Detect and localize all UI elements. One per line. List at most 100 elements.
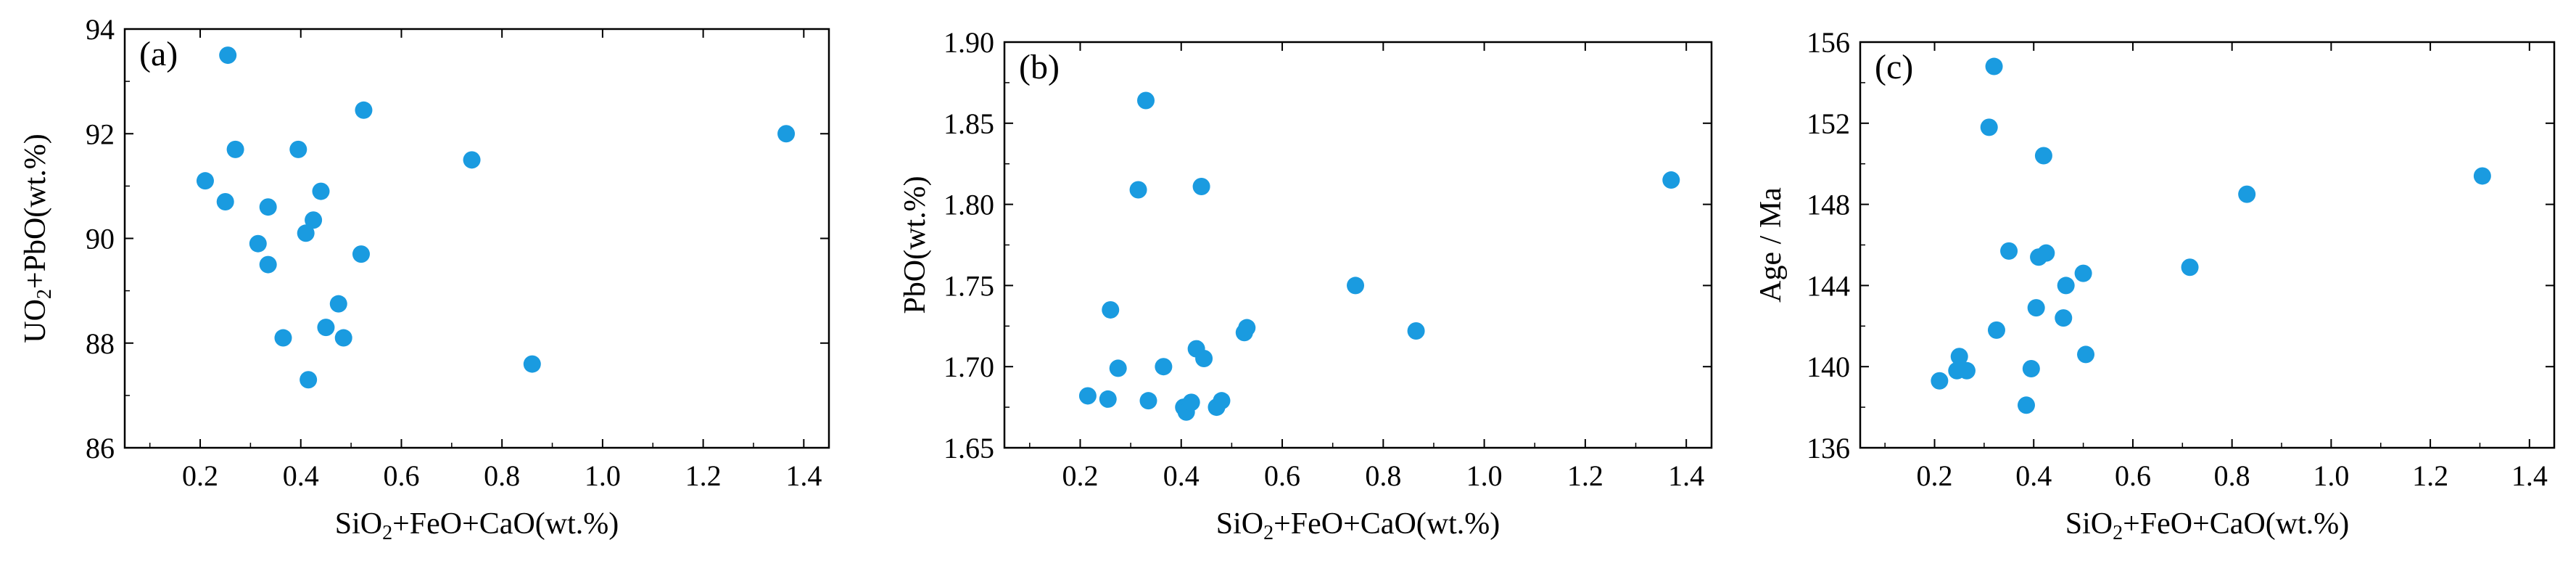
x-tick-label: 0.2 (182, 459, 218, 492)
y-tick-label: 86 (86, 432, 115, 464)
x-axis-label: SiO2+FeO+CaO(wt.%) (2065, 507, 2350, 544)
chart-panel-1: 0.2 0.4 0.6 0.8 1.0 1.2 1.4 86 88 90 92 94 (a) SiO2+F… (19, 13, 830, 544)
data-point (1950, 348, 1968, 366)
x-tick-label: 1.4 (2511, 459, 2548, 492)
y-tick-label: 90 (86, 223, 115, 255)
x-tick-label: 1.0 (2313, 459, 2349, 492)
data-point (196, 172, 214, 190)
data-point (1980, 118, 1998, 136)
data-point (297, 224, 315, 242)
chart-panel-2: 0.2 0.4 0.6 0.8 1.0 1.2 1.4 1.65 1.70 1.75 1.80 1.8… (899, 26, 1713, 544)
x-tick-label: 0.2 (1917, 459, 1953, 492)
data-point (259, 255, 277, 274)
data-point (355, 101, 373, 119)
x-tick-label: 1.0 (585, 459, 621, 492)
data-point (1099, 390, 1117, 408)
x-tick-label: 0.6 (383, 459, 419, 492)
data-point (2074, 264, 2092, 282)
y-tick-label: 152 (1807, 107, 1850, 140)
data-point (1987, 321, 2005, 339)
data-point (1213, 392, 1231, 410)
x-tick-label: 1.4 (785, 459, 822, 492)
y-tick-label: 1.70 (944, 351, 994, 383)
data-point (317, 319, 335, 337)
data-point (1407, 322, 1425, 340)
x-tick-label: 0.8 (2214, 459, 2250, 492)
x-axis-label: SiO2+FeO+CaO(wt.%) (335, 507, 619, 544)
data-point (2077, 345, 2095, 364)
data-point (219, 46, 237, 65)
data-point (777, 125, 796, 143)
data-point (2000, 242, 2018, 260)
chart-panel-3: 0.2 0.4 0.6 0.8 1.0 1.2 1.4 136 140 144 148 152 156 (… (1754, 26, 2556, 544)
y-tick-label: 136 (1807, 432, 1850, 464)
plot-frame (123, 28, 830, 449)
y-tick-label: 140 (1807, 351, 1850, 383)
y-tick-label: 88 (86, 327, 115, 360)
data-point (226, 140, 244, 158)
data-point (300, 371, 318, 389)
x-tick-label: 0.8 (1365, 459, 1401, 492)
panel-label: (a) (139, 35, 178, 73)
x-tick-label: 0.2 (1062, 459, 1098, 492)
data-point (2057, 277, 2075, 295)
data-point (2181, 258, 2199, 277)
data-point (1129, 181, 1147, 199)
data-point (1192, 178, 1210, 196)
y-axis-label: Age / Ma (1754, 187, 1788, 303)
data-point (2238, 185, 2256, 203)
plot-frame (1003, 41, 1713, 449)
data-point (1662, 171, 1680, 189)
x-tick-label: 0.6 (1264, 459, 1300, 492)
data-point (1957, 361, 1976, 380)
y-tick-label: 148 (1807, 189, 1850, 221)
y-axis-label: PbO(wt.%) (899, 176, 932, 314)
data-point (1139, 392, 1157, 410)
data-point (216, 193, 234, 211)
data-point (312, 182, 330, 200)
y-tick-label: 1.65 (944, 432, 994, 464)
data-point (259, 198, 277, 216)
data-point (1182, 393, 1200, 411)
y-tick-label: 94 (86, 13, 115, 46)
x-tick-label: 0.8 (484, 459, 520, 492)
data-point (1102, 300, 1120, 319)
y-tick-label: 144 (1807, 269, 1850, 302)
data-point (334, 329, 352, 347)
data-point (249, 234, 267, 253)
y-axis-label: UO2+PbO(wt.%) (19, 134, 56, 343)
y-tick-label: 1.85 (944, 107, 994, 140)
data-point (523, 355, 541, 373)
data-point (289, 140, 307, 158)
x-tick-label: 1.2 (1567, 459, 1603, 492)
y-tick-label: 92 (86, 118, 115, 150)
data-point (329, 295, 347, 313)
data-point (2027, 299, 2045, 317)
y-tick-label: 1.80 (944, 189, 994, 221)
x-axis-label: SiO2+FeO+CaO(wt.%) (1216, 507, 1500, 544)
data-point (463, 151, 481, 169)
data-point (2017, 396, 2035, 414)
x-tick-label: 1.2 (2412, 459, 2448, 492)
data-point (2034, 147, 2052, 165)
data-point (1109, 359, 1127, 377)
data-point (274, 329, 292, 347)
data-point (2022, 359, 2040, 377)
x-tick-label: 0.4 (2015, 459, 2052, 492)
plot-frame (1859, 41, 2556, 449)
y-tick-label: 1.90 (944, 26, 994, 59)
x-tick-label: 1.0 (1466, 459, 1503, 492)
data-point (1985, 57, 2003, 75)
data-point (2055, 309, 2073, 327)
panel-label: (b) (1019, 48, 1060, 86)
x-tick-label: 0.6 (2115, 459, 2151, 492)
data-point (305, 211, 323, 229)
data-point (1238, 319, 1256, 337)
x-tick-label: 0.4 (1163, 459, 1200, 492)
data-point (1155, 358, 1173, 376)
data-point (1078, 387, 1097, 405)
data-point (352, 245, 370, 263)
data-point (2037, 244, 2055, 262)
data-point (2473, 167, 2491, 185)
